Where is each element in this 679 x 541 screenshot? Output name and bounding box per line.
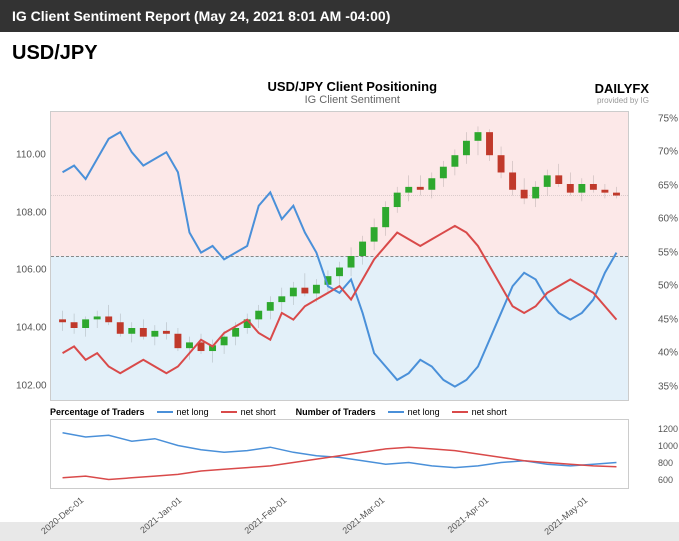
legend-swatch xyxy=(157,411,173,413)
header-banner: IG Client Sentiment Report (May 24, 2021… xyxy=(0,0,679,32)
y-right-tick: 65% xyxy=(658,180,678,191)
legend-title: Number of Traders xyxy=(296,407,376,417)
y-lower-tick: 1000 xyxy=(658,441,678,451)
y-left-tick: 104.00 xyxy=(16,323,47,334)
legend-num: Number of Traders net long net short xyxy=(296,407,507,417)
legend-swatch xyxy=(388,411,404,413)
legend-row: Percentage of Traders net long net short N… xyxy=(50,407,629,417)
legend-item: net long xyxy=(388,407,440,417)
legend-pct: Percentage of Traders net long net short xyxy=(50,407,276,417)
y-left-tick: 110.00 xyxy=(16,150,46,161)
chart-subtitle: IG Client Sentiment xyxy=(268,94,438,106)
y-right-tick: 35% xyxy=(658,381,678,392)
chart-title: USD/JPY Client Positioning xyxy=(268,79,438,94)
y-right-tick: 70% xyxy=(658,147,678,158)
x-tick: 2021-Apr-01 xyxy=(446,495,491,535)
logo-subtext: provided by IG xyxy=(595,96,649,105)
y-lower-tick: 1200 xyxy=(658,424,678,434)
lower-chart-svg xyxy=(51,420,628,488)
legend-label: net short xyxy=(241,407,276,417)
y-right-tick: 50% xyxy=(658,281,678,292)
y-left-tick: 108.00 xyxy=(16,207,47,218)
legend-swatch xyxy=(221,411,237,413)
main-chart: 102.00104.00106.00108.00110.00 35%40%45%… xyxy=(50,111,629,401)
legend-item: net short xyxy=(452,407,507,417)
legend-item: net short xyxy=(221,407,276,417)
logo-text: DAILYFX xyxy=(595,81,649,96)
y-right-tick: 55% xyxy=(658,247,678,258)
pair-title: USD/JPY xyxy=(0,32,679,75)
y-left-tick: 102.00 xyxy=(16,380,47,391)
y-right-tick: 45% xyxy=(658,314,678,325)
x-tick: 2021-Jan-01 xyxy=(139,495,184,535)
y-left-tick: 106.00 xyxy=(16,265,47,276)
legend-label: net long xyxy=(177,407,209,417)
legend-swatch xyxy=(452,411,468,413)
y-right-tick: 60% xyxy=(658,214,678,225)
legend-title: Percentage of Traders xyxy=(50,407,145,417)
chart-area: USD/JPY Client Positioning IG Client Sen… xyxy=(0,75,679,541)
x-tick: 2021-Mar-01 xyxy=(341,495,387,536)
legend-label: net short xyxy=(472,407,507,417)
header-title: IG Client Sentiment Report (May 24, 2021… xyxy=(12,8,390,24)
x-axis: 2020-Dec-012021-Jan-012021-Feb-012021-Ma… xyxy=(50,491,629,541)
legend-item: net long xyxy=(157,407,209,417)
legend-label: net long xyxy=(408,407,440,417)
lower-chart: 60080010001200 xyxy=(50,419,629,489)
report-container: IG Client Sentiment Report (May 24, 2021… xyxy=(0,0,679,522)
chart-title-row: USD/JPY Client Positioning IG Client Sen… xyxy=(10,75,669,106)
x-tick: 2021-Feb-01 xyxy=(242,495,288,536)
main-chart-svg xyxy=(51,112,628,400)
y-right-tick: 40% xyxy=(658,348,678,359)
x-tick: 2020-Dec-01 xyxy=(39,495,85,536)
y-right-tick: 75% xyxy=(658,113,678,124)
y-lower-tick: 800 xyxy=(658,458,673,468)
dailyfx-logo: DAILYFX provided by IG xyxy=(595,81,649,105)
y-lower-tick: 600 xyxy=(658,475,673,485)
x-tick: 2021-May-01 xyxy=(542,495,589,537)
